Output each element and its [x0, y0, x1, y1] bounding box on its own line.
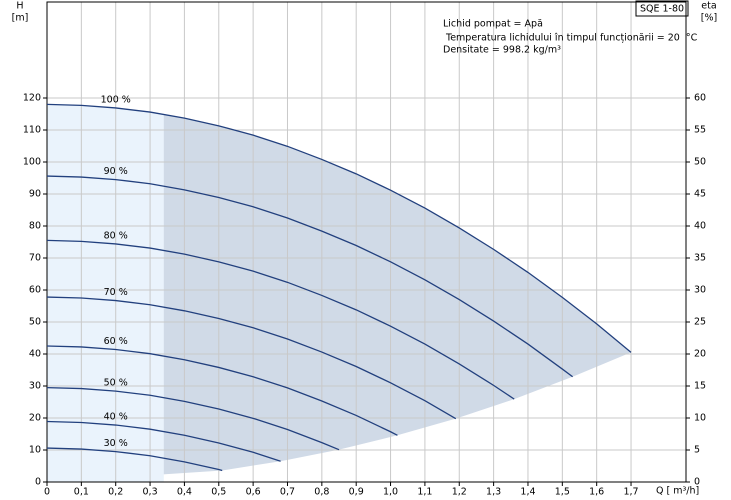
pump-curve	[46, 386, 340, 451]
y2-tick-label: 30	[694, 285, 706, 296]
y-tick-label: 120	[23, 93, 41, 104]
x-tick-label: 0,7	[280, 487, 295, 498]
y-tick-label: 0	[35, 477, 41, 488]
y-axis-unit: [m]	[12, 13, 29, 24]
info-line: Densitate = 998.2 kg/m³	[443, 45, 561, 56]
x-tick-label: 1,4	[520, 487, 535, 498]
curve-label: 50 %	[104, 378, 128, 389]
pump-curve	[46, 447, 223, 472]
y-tick-label: 30	[29, 381, 41, 392]
curve-label: 90 %	[104, 166, 128, 177]
curve-label: 60 %	[104, 336, 128, 347]
pump-curve	[46, 175, 574, 378]
x-tick-label: 1,0	[383, 487, 398, 498]
x-tick-label: 1,3	[486, 487, 501, 498]
y-axis-label: H	[16, 1, 23, 12]
y-tick-label: 20	[29, 413, 41, 424]
x-axis-label: Q [ m³/h]	[656, 486, 699, 497]
y-tick-label: 60	[29, 285, 41, 296]
x-tick-label: 0,1	[74, 487, 89, 498]
x-tick-label: 0,3	[143, 487, 158, 498]
x-tick-label: 1,5	[555, 487, 570, 498]
pump-curve	[46, 420, 281, 462]
x-tick-label: 1,1	[417, 487, 432, 498]
min-flow-area	[47, 104, 164, 483]
y2-tick-label: 0	[694, 477, 700, 488]
y2-tick-label: 50	[694, 157, 706, 168]
background-layer	[46, 2, 686, 483]
y2-tick-label: 20	[694, 349, 706, 360]
x-tick-label: 0	[44, 487, 50, 498]
y2-tick-label: 55	[694, 125, 706, 136]
y-tick-label: 80	[29, 221, 41, 232]
x-tick-label: 1,2	[452, 487, 467, 498]
model-label: SQE 1-80	[640, 4, 684, 15]
y-tick-label: 40	[29, 349, 41, 360]
y-tick-label: 70	[29, 253, 41, 264]
y2-tick-label: 60	[694, 93, 706, 104]
operating-area	[47, 104, 632, 483]
y2-axis-unit: [%]	[701, 13, 717, 24]
y2-tick-label: 25	[694, 317, 706, 328]
curve-label: 100 %	[101, 94, 131, 105]
curve-label: 80 %	[104, 230, 128, 241]
y2-tick-label: 35	[694, 253, 706, 264]
x-tick-label: 0,9	[349, 487, 364, 498]
pump-curve	[46, 345, 398, 436]
model-box	[635, 0, 689, 17]
x-tick-label: 1,7	[623, 487, 638, 498]
info-line: Temperatura lichidului în timpul funcțio…	[443, 33, 698, 44]
x-tick-label: 0,6	[246, 487, 261, 498]
x-tick-label: 0,2	[108, 487, 123, 498]
y2-tick-label: 5	[694, 445, 700, 456]
pump-curve	[46, 296, 457, 420]
y2-tick-label: 15	[694, 381, 706, 392]
y2-tick-label: 10	[694, 413, 706, 424]
y-tick-label: 110	[23, 125, 41, 136]
pump-curve	[46, 103, 632, 353]
info-line: Lichid pompat = Apă	[443, 19, 543, 30]
x-tick-label: 0,8	[314, 487, 329, 498]
y2-tick-label: 45	[694, 189, 706, 200]
x-tick-label: 0,4	[177, 487, 192, 498]
y2-axis-label: eta	[701, 1, 716, 12]
y-tick-label: 100	[23, 157, 41, 168]
y-tick-label: 10	[29, 445, 41, 456]
y-tick-label: 90	[29, 189, 41, 200]
x-tick-label: 1,6	[589, 487, 604, 498]
curve-label: 40 %	[104, 412, 128, 423]
y-tick-label: 50	[29, 317, 41, 328]
y2-tick-label: 40	[694, 221, 706, 232]
curve-label: 30 %	[104, 438, 128, 449]
plot-frame	[46, 1, 687, 483]
pump-curve	[46, 239, 515, 400]
curve-label: 70 %	[104, 287, 128, 298]
x-tick-label: 0,5	[211, 487, 226, 498]
